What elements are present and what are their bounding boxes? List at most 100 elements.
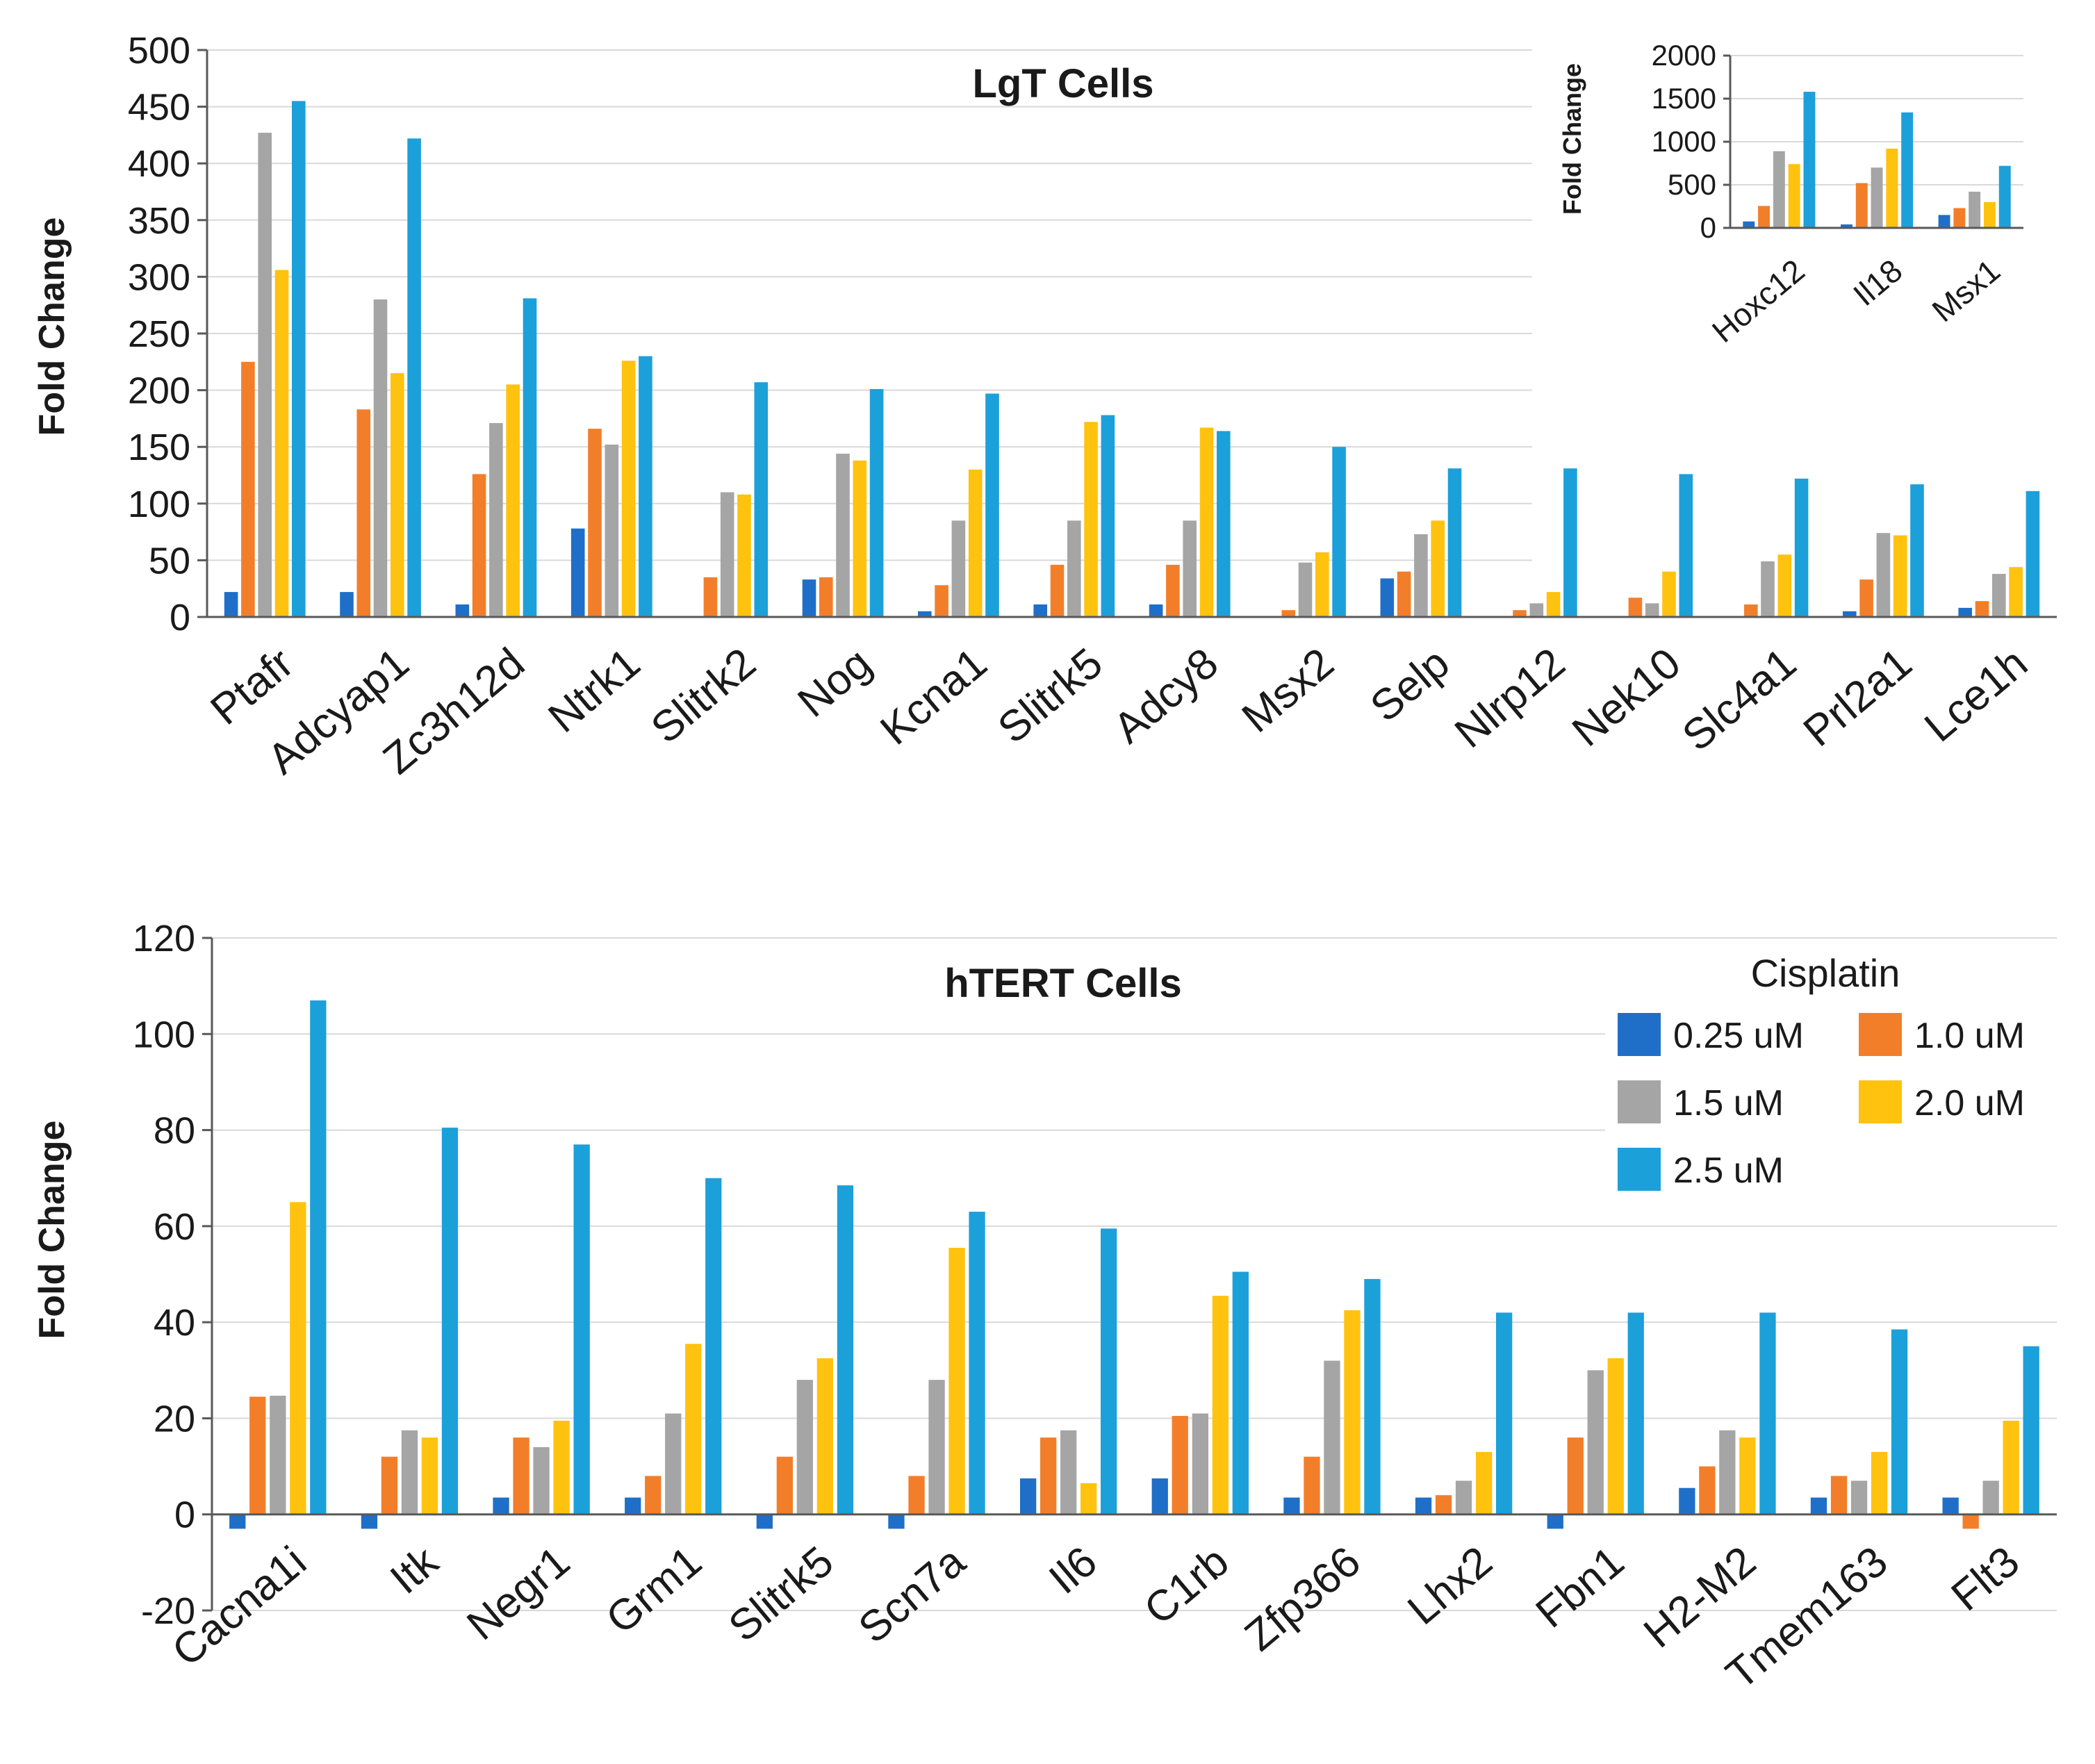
legend-swatch-1-5-um — [1618, 1080, 1661, 1123]
lgt-y-tick-label: 300 — [128, 256, 190, 298]
htert-bar-scn7a-1-0-um — [908, 1476, 925, 1515]
htert-y-tick-label: 100 — [133, 1014, 195, 1055]
htert-bar-flt3-2-5-um — [2023, 1346, 2039, 1515]
htert-bar-itk-0-25-um — [361, 1514, 378, 1529]
inset-bar-msx1-2-5-um — [1998, 165, 2011, 228]
lgt-bar-nog-2-0-um — [853, 460, 867, 617]
lgt-bar-adcy8-2-0-um — [1199, 427, 1214, 617]
legend-label-1-5-um: 1.5 uM — [1673, 1083, 1784, 1123]
htert-bar-c1rb-0-25-um — [1151, 1478, 1168, 1515]
inset-bars — [1743, 92, 2011, 228]
lgt-y-tick-label: 250 — [128, 313, 190, 355]
lgt-bar-nlrp12-2-0-um — [1546, 592, 1561, 617]
lgt-category-label: Lce1h — [1916, 639, 2037, 751]
lgt-bar-zc3h12d-2-5-um — [523, 298, 537, 617]
htert-y-tick-label: 0 — [174, 1494, 195, 1536]
lgt-bar-zc3h12d-1-5-um — [489, 422, 503, 617]
lgt-bar-nlrp12-1-0-um — [1513, 610, 1527, 617]
lgt-y-tick-label: 200 — [128, 370, 190, 412]
htert-category-label: Fbn1 — [1527, 1538, 1634, 1638]
htert-bar-slitrk5-2-0-um — [816, 1358, 833, 1515]
htert-bar-flt3-1-0-um — [1962, 1514, 1979, 1529]
htert-bar-lhx2-2-5-um — [1496, 1312, 1513, 1515]
lgt-bar-lce1h-1-5-um — [1992, 574, 2006, 617]
inset-bar-il18-2-5-um — [1901, 112, 1914, 228]
inset-y-tick-label: 1000 — [1652, 125, 1716, 158]
legend-items: 0.25 uM 1.0 uM 1.5 uM 2.0 uM 2.5 uM — [1605, 1000, 2064, 1209]
inset-y-tick-label: 1500 — [1652, 82, 1716, 115]
inset-bar-msx1-2-0-um — [1984, 201, 1996, 228]
lgt-bar-adcy8-1-5-um — [1183, 520, 1197, 617]
htert-bar-lhx2-2-0-um — [1476, 1451, 1493, 1515]
inset-bar-il18-2-0-um — [1886, 148, 1898, 228]
htert-y-tick-labels: -20 0 20 40 60 80 100 120 — [133, 918, 195, 1632]
lgt-y-tick-label: 350 — [128, 200, 190, 242]
lgt-bar-prl2a1-1-0-um — [1859, 579, 1873, 617]
lgt-bar-nlrp12-1-5-um — [1529, 603, 1544, 617]
lgt-category-label: Slitrk2 — [642, 639, 764, 753]
htert-bar-cacna1i-0-25-um — [229, 1514, 246, 1529]
htert-y-tick-label: 20 — [154, 1398, 195, 1440]
lgt-bar-nog-1-0-um — [819, 577, 833, 617]
lgt-category-label: Slc4a1 — [1673, 639, 1805, 761]
lgt-bar-ptafr-2-5-um — [292, 101, 306, 617]
htert-y-axis-label: Fold Change — [32, 1121, 72, 1340]
lgt-bar-msx2-2-5-um — [1332, 447, 1346, 617]
htert-bar-fbn1-2-0-um — [1607, 1358, 1624, 1515]
legend-swatch-0-25-um — [1618, 1013, 1661, 1056]
htert-bar-h2-m2-2-0-um — [1739, 1437, 1756, 1515]
inset-y-axis-label: Fold Change — [1558, 63, 1586, 215]
inset-bar-hoxc12-1-0-um — [1758, 206, 1770, 228]
htert-bar-zfp366-1-0-um — [1304, 1456, 1320, 1515]
htert-bar-fbn1-0-25-um — [1547, 1514, 1563, 1529]
htert-bar-slitrk5-1-5-um — [796, 1380, 813, 1515]
lgt-bar-prl2a1-1-5-um — [1876, 533, 1891, 617]
lgt-bar-nog-2-5-um — [869, 389, 884, 617]
htert-bar-h2-m2-2-5-um — [1759, 1312, 1776, 1515]
htert-bar-cacna1i-1-5-um — [270, 1395, 286, 1515]
lgt-y-tick-label: 400 — [128, 143, 190, 185]
lgt-y-tick-label: 50 — [149, 540, 190, 582]
lgt-category-label: Msx2 — [1233, 639, 1343, 742]
lgt-bars — [224, 101, 2040, 618]
htert-y-tick-label: -20 — [141, 1590, 195, 1632]
lgt-bar-ntrk1-1-5-um — [605, 444, 619, 617]
lgt-bar-selp-1-0-um — [1397, 571, 1411, 617]
lgt-category-label: Ntrk1 — [539, 639, 649, 742]
lgt-bar-selp-1-5-um — [1414, 534, 1428, 617]
lgt-bar-prl2a1-2-0-um — [1893, 535, 1907, 617]
lgt-bar-kcna1-0-25-um — [918, 611, 932, 617]
lgt-category-label: Slitrk5 — [989, 639, 1111, 753]
lgt-bar-slitrk5-2-0-um — [1084, 422, 1098, 617]
htert-bar-h2-m2-1-0-um — [1699, 1466, 1716, 1515]
legend-swatch-1-0-um — [1859, 1013, 1902, 1056]
lgt-bar-nog-1-5-um — [836, 454, 850, 617]
lgt-bar-msx2-2-0-um — [1315, 552, 1329, 617]
htert-bar-cacna1i-2-0-um — [290, 1202, 306, 1515]
lgt-bar-ptafr-0-25-um — [224, 592, 238, 617]
htert-bar-negr1-1-0-um — [513, 1437, 529, 1515]
lgt-bar-lce1h-2-5-um — [2026, 491, 2040, 617]
htert-bar-itk-2-5-um — [441, 1128, 459, 1515]
lgt-chart: 0 50 100 150 200 250 300 350 400 450 500 Ptafr Adcy… — [32, 30, 2057, 784]
lgt-bar-adcyap1-2-5-um — [407, 138, 421, 618]
htert-bar-slitrk5-1-0-um — [776, 1456, 793, 1515]
htert-category-label: Negr1 — [458, 1538, 579, 1649]
lgt-bar-nek10-2-0-um — [1662, 571, 1676, 617]
htert-bar-flt3-0-25-um — [1942, 1497, 1959, 1515]
lgt-bar-lce1h-0-25-um — [1958, 607, 1972, 617]
inset-bar-hoxc12-2-5-um — [1803, 92, 1816, 228]
htert-bar-c1rb-2-5-um — [1232, 1271, 1249, 1515]
legend-swatch-2-0-um — [1859, 1080, 1902, 1123]
htert-category-labels: Cacna1i Itk Negr1 Grm1 Slitrk5 Scn7a Il6 C1rbZf… — [163, 1537, 2028, 1699]
htert-y-tick-label: 40 — [154, 1302, 195, 1344]
lgt-bar-slitrk5-2-5-um — [1101, 415, 1115, 617]
inset-bar-hoxc12-2-0-um — [1788, 164, 1800, 228]
lgt-y-tick-label: 450 — [128, 87, 190, 129]
lgt-bar-ntrk1-1-0-um — [588, 429, 602, 617]
htert-bar-itk-1-5-um — [401, 1430, 418, 1515]
lgt-bar-slitrk2-2-5-um — [754, 382, 769, 617]
lgt-bar-nek10-1-5-um — [1645, 603, 1659, 617]
